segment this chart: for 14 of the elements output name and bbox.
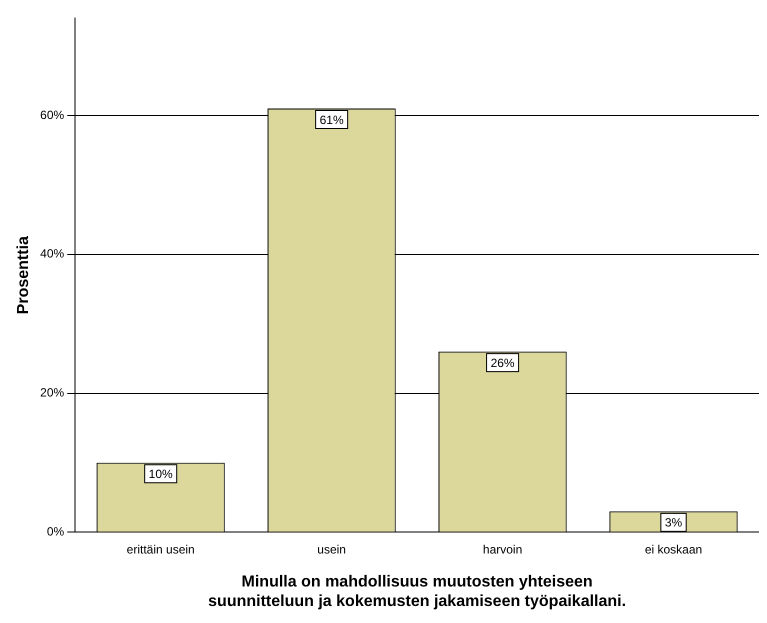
data-label: 10% xyxy=(148,467,174,482)
data-label: 3% xyxy=(664,516,683,530)
data-label: 26% xyxy=(490,356,515,370)
y-tick-label: 20% xyxy=(40,386,65,400)
y-tick-label: 40% xyxy=(40,246,65,261)
x-tick-label: ei koskaan xyxy=(644,542,702,557)
x-axis-title: Minulla on mahdollisuus muutosten yhteiseen suunnitteluun ja kokemusten jakamiseen työpaikallani. xyxy=(208,574,626,610)
y-tick-label: 60% xyxy=(40,108,65,122)
y-axis-title: Prosenttia xyxy=(15,236,32,314)
x-tick-label: usein xyxy=(317,542,346,557)
x-tick-label: erittäin usein xyxy=(126,542,195,557)
x-tick-label: harvoin xyxy=(482,542,522,557)
y-tick-label: 0% xyxy=(46,524,65,539)
data-label: 61% xyxy=(320,112,344,127)
